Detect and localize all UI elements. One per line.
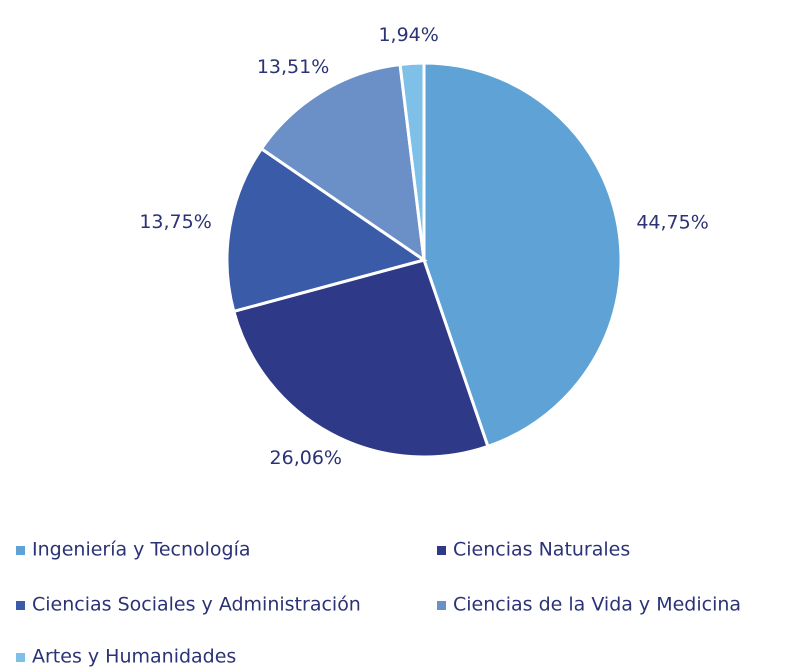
legend-marker xyxy=(437,546,446,555)
pie-slice xyxy=(422,61,623,449)
data-label: 26,06% xyxy=(270,447,342,469)
legend-marker xyxy=(16,546,25,555)
data-label: 13,75% xyxy=(139,211,211,233)
data-label: 13,51% xyxy=(257,56,329,78)
pie-slice xyxy=(398,61,426,261)
data-label: 1,94% xyxy=(378,24,438,46)
legend-label: Ciencias Naturales xyxy=(453,539,630,561)
pie-slice xyxy=(259,62,426,264)
legend-marker xyxy=(437,601,446,610)
pie-slice xyxy=(231,258,490,459)
legend-label: Ciencias de la Vida y Medicina xyxy=(453,594,741,616)
legend-label: Ciencias Sociales y Administración xyxy=(32,594,361,616)
data-label: 44,75% xyxy=(636,212,708,234)
legend-marker xyxy=(16,601,25,610)
legend-label: Ingeniería y Tecnología xyxy=(32,539,251,561)
pie-slice xyxy=(225,146,428,314)
legend-marker xyxy=(16,653,25,662)
legend-label: Artes y Humanidades xyxy=(32,646,236,668)
